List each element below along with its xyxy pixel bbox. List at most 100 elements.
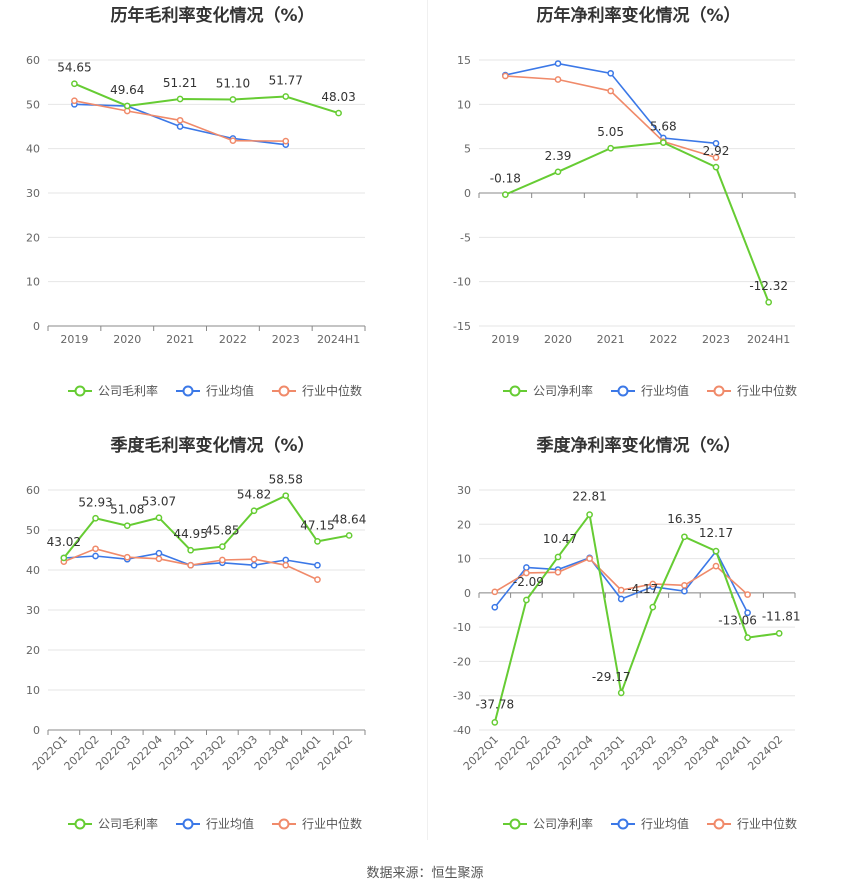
x-tick-label: 2019: [491, 333, 519, 346]
x-tick-label: 2019: [60, 333, 88, 346]
y-tick-label: 30: [457, 484, 471, 497]
data-point: [345, 532, 353, 539]
y-tick-label: -30: [453, 690, 471, 703]
series-line: [493, 512, 780, 723]
y-tick-label: -40: [453, 724, 471, 737]
data-label: 45.85: [205, 524, 239, 538]
data-point: [219, 543, 226, 550]
data-point: [586, 555, 593, 562]
data-label: 48.03: [321, 90, 355, 104]
data-point: [501, 72, 509, 80]
data-point: [554, 60, 562, 67]
data-point: [250, 555, 258, 563]
chart-quarterly-gross-margin: 季度毛利率变化情况（%） 0 10 20 30 40 50 60 2022Q1 2022Q2 202…: [0, 430, 425, 860]
data-point: [123, 553, 131, 561]
data-point: [607, 144, 615, 152]
data-point: [681, 581, 688, 589]
data-source-note: 数据来源：恒生聚源: [366, 866, 484, 881]
legend-swatch-marker: [278, 818, 290, 830]
data-point: [712, 547, 720, 555]
legend-label: 行业中位数: [302, 383, 362, 398]
data-point: [123, 522, 131, 530]
data-point: [523, 596, 530, 604]
legend-swatch-marker: [617, 385, 629, 397]
data-point: [681, 587, 688, 595]
data-point: [607, 87, 615, 95]
data-point: [229, 137, 237, 145]
x-tick-label: 2023: [272, 333, 300, 346]
legend-label: 公司净利率: [533, 816, 593, 831]
x-tick-label: 2020: [544, 333, 572, 346]
data-point: [765, 298, 773, 306]
legend-item: 行业中位数: [707, 383, 797, 398]
data-point: [176, 123, 184, 130]
data-point: [282, 556, 290, 564]
data-label: 43.02: [47, 535, 81, 549]
x-tick-label: 2023: [702, 333, 730, 346]
data-label: -0.18: [490, 172, 521, 186]
data-point: [282, 137, 290, 145]
legend-swatch-marker: [182, 385, 194, 397]
legend-label: 行业均值: [641, 383, 689, 398]
data-point: [176, 95, 184, 103]
legend-swatch-marker: [74, 818, 86, 830]
legend-label: 行业中位数: [302, 816, 362, 831]
x-tick-label: 2021: [597, 333, 625, 346]
y-tick-label: 5: [464, 143, 471, 156]
legend-item: 公司净利率: [503, 383, 593, 398]
data-point: [554, 568, 562, 576]
data-label: 5.05: [597, 125, 624, 139]
data-point: [649, 603, 657, 611]
data-point: [712, 163, 720, 171]
data-point: [155, 514, 163, 522]
data-point: [586, 511, 593, 519]
chart-annual-net-margin: 历年净利率变化情况（%） -15 -10 -5 0 5 10 15 2019 2020 2021 20…: [427, 0, 850, 430]
data-label: 2.39: [545, 149, 572, 163]
legend-item: 公司毛利率: [68, 816, 158, 831]
data-label: 12.17: [699, 526, 733, 540]
data-label: 16.35: [667, 512, 701, 526]
data-point: [71, 80, 78, 88]
data-label: 10.47: [543, 532, 577, 546]
chart-svg: 历年净利率变化情况（%） -15 -10 -5 0 5 10 15 2019 2020 2021 20…: [453, 5, 797, 398]
y-tick-label: 30: [26, 187, 40, 200]
legend-item: 行业中位数: [272, 383, 362, 398]
data-point: [523, 564, 530, 571]
data-label: 2.92: [703, 144, 730, 158]
data-point: [775, 629, 783, 637]
data-label: -29.17: [592, 670, 631, 684]
legend-label: 行业中位数: [737, 383, 797, 398]
data-point: [60, 554, 68, 562]
data-point: [282, 93, 290, 100]
data-label: 53.07: [142, 495, 176, 509]
chart-svg: 历年毛利率变化情况（%） 0 10 20 30 40 50 60 2019 2020 2021 202…: [26, 5, 366, 398]
y-tick-label: 20: [26, 644, 40, 657]
y-tick-label: 50: [26, 524, 40, 537]
data-point: [712, 139, 720, 147]
legend-swatch-marker: [617, 818, 629, 830]
legend-swatch-marker: [182, 818, 194, 830]
legend-swatch-marker: [713, 385, 725, 397]
legend-label: 行业均值: [206, 383, 254, 398]
y-tick-label: -20: [453, 655, 471, 668]
y-tick-label: 50: [26, 98, 40, 111]
x-tick-label: 2020: [113, 333, 141, 346]
legend-swatch-marker: [278, 385, 290, 397]
data-point: [92, 545, 99, 553]
legend-item: 行业均值: [176, 383, 254, 398]
legend-label: 公司净利率: [533, 383, 593, 398]
chart-annual-gross-margin: 历年毛利率变化情况（%） 0 10 20 30 40 50 60 2019 2020 2021 202…: [0, 0, 425, 430]
chart-title: 季度毛利率变化情况（%）: [110, 435, 314, 456]
data-point: [282, 492, 290, 500]
data-point: [92, 514, 99, 522]
data-point: [617, 595, 625, 603]
data-label: 48.64: [332, 512, 366, 526]
y-tick-label: -10: [453, 621, 471, 634]
y-tick-label: 10: [457, 98, 471, 111]
chart-quarterly-net-margin: 季度净利率变化情况（%） -40 -30 -20 -10 0 10 20 30 2022Q1 202…: [427, 430, 850, 860]
data-point: [250, 561, 258, 569]
legend-item: 公司毛利率: [68, 383, 158, 398]
legend-swatch-marker: [713, 818, 725, 830]
data-point: [523, 569, 530, 577]
data-point: [92, 552, 99, 560]
